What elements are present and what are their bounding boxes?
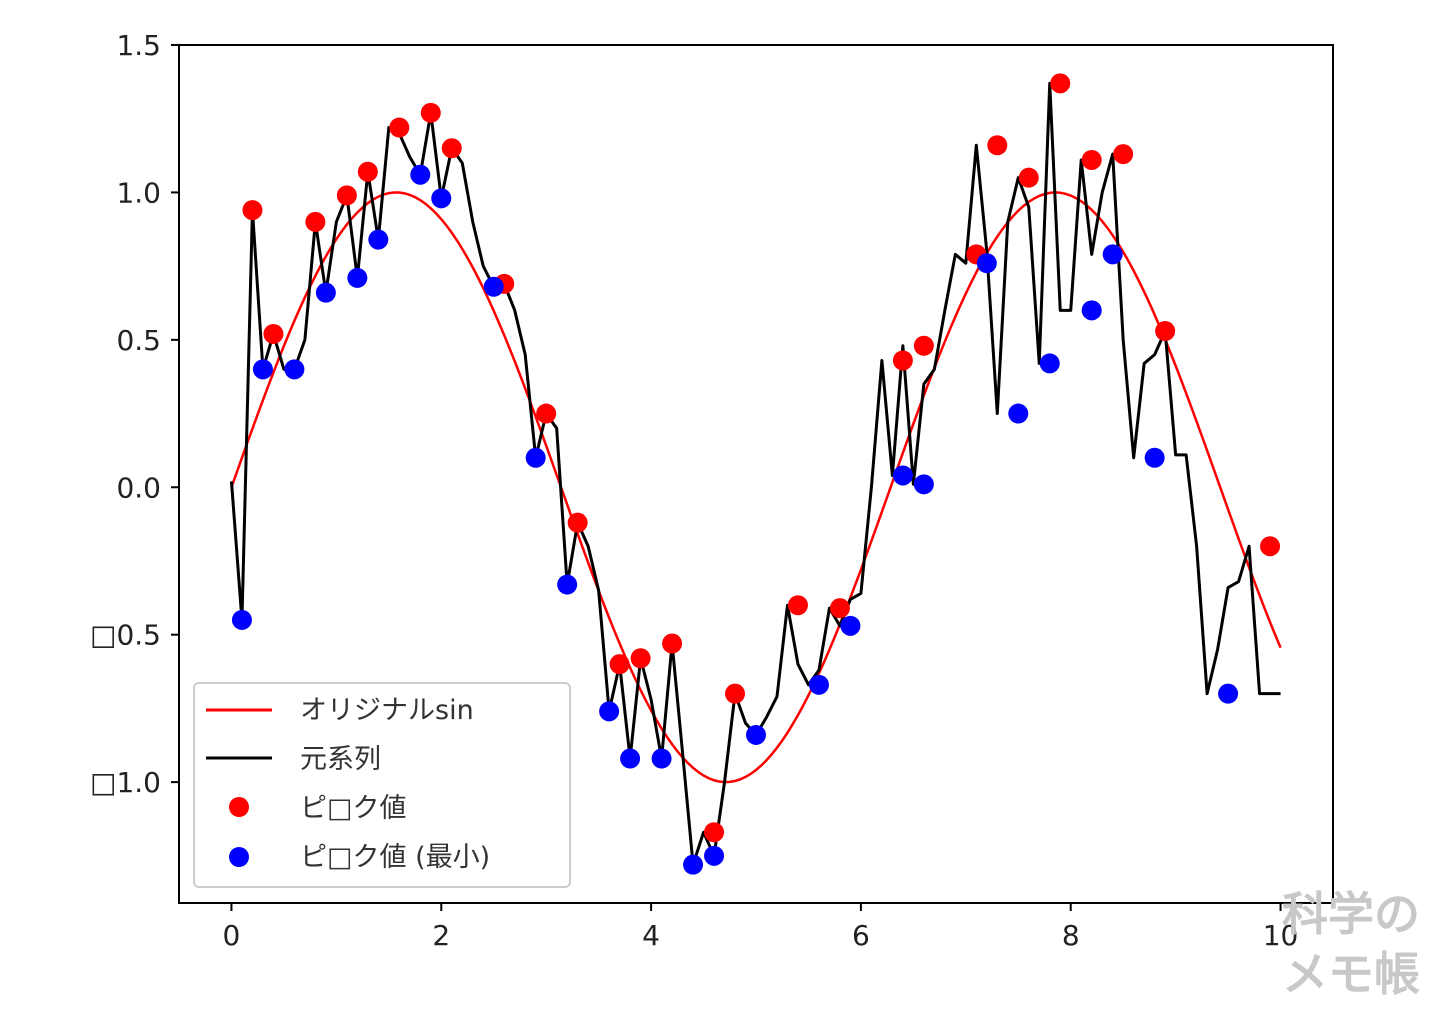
minimum-point xyxy=(1039,353,1060,374)
y-tick-label: □0.5 xyxy=(90,619,161,652)
x-tick-label: 0 xyxy=(223,919,241,952)
peak-point xyxy=(357,161,378,182)
legend-label-peaks: ピ□ク値 xyxy=(300,793,407,824)
peak-point xyxy=(1155,321,1176,341)
watermark: 科学の メモ帳 xyxy=(1282,887,1420,1001)
peak-point xyxy=(704,822,725,843)
y-axis: 1.5 1.0 0.5 0.0 □0.5 □1.0 xyxy=(90,29,179,799)
peak-point xyxy=(441,138,462,159)
minimum-point xyxy=(892,465,913,486)
peak-point xyxy=(1018,167,1039,188)
peak-point xyxy=(305,211,326,232)
peak-point xyxy=(630,648,651,669)
minimum-point xyxy=(483,276,504,297)
peak-point xyxy=(1113,144,1134,165)
peak-point xyxy=(263,323,284,344)
y-tick-label: 0.0 xyxy=(116,471,161,504)
minimum-point xyxy=(1102,244,1123,265)
y-tick-label: □1.0 xyxy=(90,766,161,799)
peak-point xyxy=(420,102,441,123)
minimum-point xyxy=(347,267,368,288)
peak-point xyxy=(892,350,913,371)
minimum-point xyxy=(525,447,546,468)
minimum-point xyxy=(431,188,452,209)
legend-label-original: 元系列 xyxy=(300,744,381,775)
x-tick-label: 4 xyxy=(642,919,660,952)
peak-point xyxy=(567,512,588,533)
legend-swatch-minima xyxy=(229,847,249,867)
minimum-point xyxy=(746,724,766,745)
minimum-point xyxy=(231,609,252,630)
x-tick-label: 2 xyxy=(432,919,450,952)
plot-frame xyxy=(178,44,1334,904)
peak-point xyxy=(662,633,683,654)
minimum-point xyxy=(704,845,725,866)
series-line-sin xyxy=(230,191,1282,784)
minimum-point xyxy=(651,748,672,769)
peak-point xyxy=(536,403,557,424)
y-tick-label: 0.5 xyxy=(116,324,161,357)
minimum-point xyxy=(557,574,578,595)
minimum-point xyxy=(620,748,641,769)
x-tick-label: 10 xyxy=(1263,919,1299,952)
minimum-point xyxy=(599,701,620,722)
minimum-point xyxy=(683,854,704,875)
minimum-point xyxy=(410,164,431,185)
minimum-point xyxy=(1144,447,1165,468)
minimum-point xyxy=(1218,683,1239,704)
watermark-line1: 科学の xyxy=(1282,887,1420,941)
peak-point xyxy=(242,200,263,221)
peak-point xyxy=(1081,149,1102,170)
legend-swatch-peaks xyxy=(229,797,249,817)
x-tick-label: 8 xyxy=(1062,919,1080,952)
peak-point xyxy=(787,595,808,616)
y-tick-label: 1.0 xyxy=(116,176,161,209)
minimum-point xyxy=(315,282,336,303)
legend-box xyxy=(193,682,571,888)
minimum-point xyxy=(368,229,389,250)
minimum-point xyxy=(976,253,997,274)
peak-point xyxy=(913,335,934,356)
peak-point xyxy=(829,598,850,619)
peak-point xyxy=(1260,536,1281,557)
minimum-point xyxy=(808,674,829,695)
peak-point xyxy=(725,683,746,704)
peak-point xyxy=(609,654,630,675)
minimum-point xyxy=(1008,403,1029,424)
minimum-point xyxy=(252,359,273,380)
x-tick-label: 6 xyxy=(852,919,870,952)
minimum-point xyxy=(284,359,305,380)
x-axis: 0 2 4 6 8 10 xyxy=(223,903,1299,952)
legend: オリジナルsin 元系列 ピ□ク値 ピ□ク値 (最小) xyxy=(193,682,571,888)
minimum-point xyxy=(913,474,934,495)
peak-point xyxy=(1050,73,1071,94)
legend-label-sin: オリジナルsin xyxy=(300,695,474,726)
plot-area xyxy=(229,73,1282,875)
peak-point xyxy=(336,185,357,206)
peak-point xyxy=(987,135,1008,156)
minimum-point xyxy=(840,615,861,636)
peak-point xyxy=(389,117,410,138)
y-tick-label: 1.5 xyxy=(116,29,161,62)
legend-label-minima: ピ□ク値 (最小) xyxy=(300,842,490,873)
minimum-point xyxy=(1081,300,1102,321)
watermark-line2: メモ帳 xyxy=(1282,947,1420,1001)
